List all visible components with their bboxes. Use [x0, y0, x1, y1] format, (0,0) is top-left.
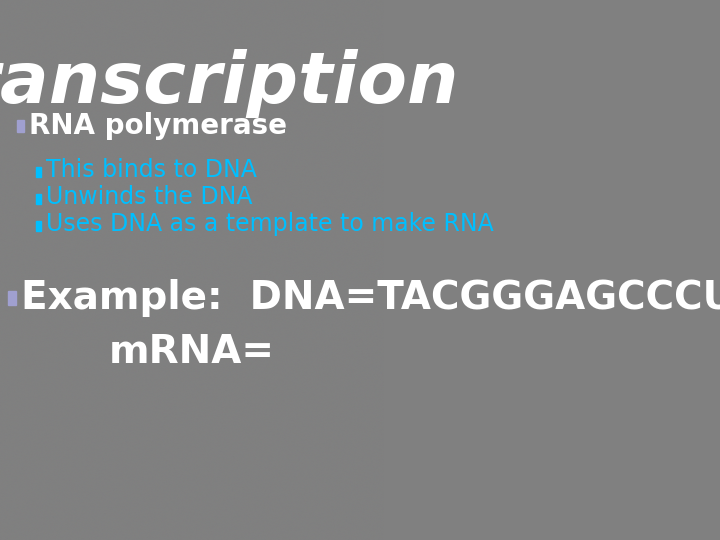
- Text: Transcription: Transcription: [0, 49, 459, 118]
- Bar: [17, 120, 24, 132]
- Bar: [37, 167, 41, 177]
- Bar: [37, 221, 41, 231]
- Text: Unwinds the DNA: Unwinds the DNA: [46, 185, 253, 209]
- Text: Example:  DNA=TACGGGAGCCCUAACUG: Example: DNA=TACGGGAGCCCUAACUG: [21, 279, 720, 317]
- Text: RNA polymerase: RNA polymerase: [29, 112, 287, 140]
- Bar: [37, 194, 41, 204]
- Text: Uses DNA as a template to make RNA: Uses DNA as a template to make RNA: [46, 212, 494, 236]
- Bar: [9, 291, 16, 305]
- Text: mRNA=: mRNA=: [109, 333, 274, 371]
- Text: This binds to DNA: This binds to DNA: [46, 158, 257, 182]
